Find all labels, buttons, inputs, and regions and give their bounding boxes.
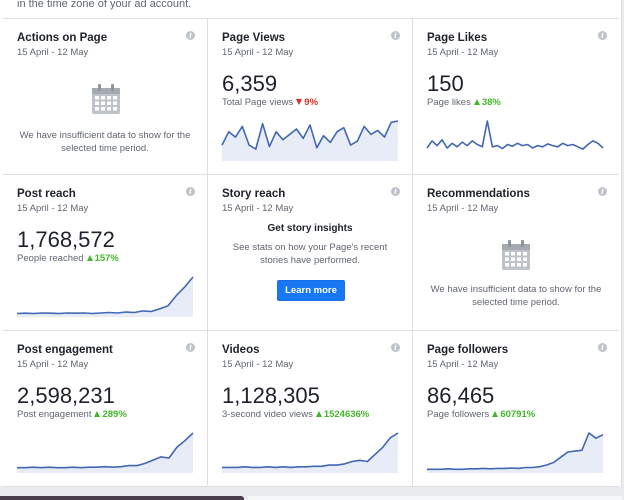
metric-value: 2,598,231	[17, 383, 115, 408]
metric-caption: Page likes 38%	[427, 97, 501, 108]
info-icon[interactable]: i	[391, 187, 400, 196]
card-date-range: 15 April - 12 May	[17, 47, 89, 58]
metric-change: 289%	[102, 409, 127, 420]
info-icon[interactable]: i	[186, 187, 195, 196]
card-post-engagement[interactable]: Post engagement 15 April - 12 May i 2,59…	[3, 331, 208, 487]
metric-value: 1,768,572	[17, 227, 115, 252]
card-title: Story reach	[222, 188, 286, 200]
story-insights-heading: Get story insights	[267, 223, 353, 234]
card-date-range: 15 April - 12 May	[17, 359, 89, 370]
card-page-followers[interactable]: Page followers 15 April - 12 May i 86,46…	[413, 331, 619, 487]
info-icon[interactable]: i	[598, 343, 607, 352]
metric-label: Post engagement	[17, 409, 92, 420]
insights-grid: Actions on Page 15 April - 12 May i We h…	[3, 18, 619, 487]
info-icon[interactable]: i	[391, 343, 400, 352]
timezone-note: in the time zone of your ad account.	[17, 0, 192, 10]
card-date-range: 15 April - 12 May	[427, 359, 499, 370]
sparkline-area	[17, 433, 193, 473]
sparkline-line	[222, 432, 399, 469]
info-icon[interactable]: i	[598, 31, 607, 40]
sparkline-line	[16, 276, 194, 315]
card-date-range: 15 April - 12 May	[222, 47, 294, 58]
sparkline-line	[17, 432, 194, 469]
card-story-reach[interactable]: Story reach 15 April - 12 May i Get stor…	[208, 175, 413, 331]
metric-label: Page likes	[427, 97, 471, 108]
metric-label: Total Page views	[222, 97, 294, 108]
card-page-views[interactable]: Page Views 15 April - 12 May i 6,359 Tot…	[208, 19, 413, 175]
metric-caption: Page followers 60791%	[427, 409, 535, 420]
card-videos[interactable]: Videos 15 April - 12 May i 1,128,305 3-s…	[208, 331, 413, 487]
info-icon[interactable]: i	[186, 343, 195, 352]
card-page-likes[interactable]: Page Likes 15 April - 12 May i 150 Page …	[413, 19, 619, 175]
metric-value: 86,465	[427, 383, 495, 408]
metric-value: 1,128,305	[222, 383, 320, 408]
sparkline-chart	[426, 120, 604, 150]
card-title: Post engagement	[17, 344, 113, 356]
bottom-panel	[248, 496, 622, 500]
metric-change: 9%	[304, 97, 319, 108]
metric-label: People reached	[17, 253, 84, 264]
metric-label: Page followers	[427, 409, 490, 420]
metric-caption: People reached 157%	[17, 253, 119, 264]
calendar-icon	[92, 84, 120, 114]
card-title: Post reach	[17, 188, 76, 200]
sparkline-area	[17, 277, 193, 317]
sparkline-area	[427, 433, 603, 473]
metric-label: 3-second video views	[222, 409, 313, 420]
card-title: Actions on Page	[17, 32, 108, 44]
story-insights-description: See stats on how your Page's recent stor…	[232, 242, 388, 266]
sparkline-line	[426, 120, 604, 150]
metric-caption: 3-second video views 1524636%	[222, 409, 369, 420]
sparkline-chart	[16, 276, 194, 317]
insufficient-data-message: We have insufficient data to show for th…	[430, 284, 602, 308]
up-arrow-icon	[315, 411, 322, 417]
up-arrow-icon	[86, 255, 93, 261]
insights-panel: in the time zone of your ad account. Act…	[0, 0, 622, 487]
card-post-reach[interactable]: Post reach 15 April - 12 May i 1,768,572…	[3, 175, 208, 331]
metric-change: 1524636%	[323, 409, 370, 420]
card-date-range: 15 April - 12 May	[427, 203, 499, 214]
metric-caption: Post engagement 289%	[17, 409, 127, 420]
sparkline-chart	[222, 432, 399, 473]
card-title: Page Likes	[427, 32, 488, 44]
calendar-icon	[502, 240, 530, 270]
sparkline-line	[221, 120, 399, 150]
sparkline-chart	[17, 432, 194, 473]
card-date-range: 15 April - 12 May	[17, 203, 89, 214]
info-icon[interactable]: i	[186, 31, 195, 40]
sparkline-chart	[427, 432, 604, 473]
up-arrow-icon	[473, 99, 480, 105]
sparkline-line	[427, 432, 604, 471]
metric-value: 6,359	[222, 71, 278, 96]
card-date-range: 15 April - 12 May	[427, 47, 499, 58]
metric-change: 157%	[94, 253, 119, 264]
card-actions-on-page[interactable]: Actions on Page 15 April - 12 May i We h…	[3, 19, 208, 175]
taskbar	[0, 496, 244, 500]
card-title: Recommendations	[427, 188, 530, 200]
card-date-range: 15 April - 12 May	[222, 359, 294, 370]
info-icon[interactable]: i	[598, 187, 607, 196]
sparkline-chart	[221, 120, 399, 161]
down-arrow-icon	[296, 99, 303, 105]
card-title: Page Views	[222, 32, 286, 44]
sparkline-area	[222, 433, 398, 473]
insufficient-data-message: We have insufficient data to show for th…	[19, 130, 191, 154]
sparkline-area	[222, 121, 398, 161]
learn-more-button[interactable]: Learn more	[277, 280, 345, 301]
up-arrow-icon	[94, 411, 101, 417]
metric-caption: Total Page views 9%	[222, 97, 318, 108]
metric-change: 38%	[481, 97, 501, 108]
card-recommendations[interactable]: Recommendations 15 April - 12 May i We h…	[413, 175, 619, 331]
info-icon[interactable]: i	[391, 31, 400, 40]
up-arrow-icon	[492, 411, 499, 417]
card-date-range: 15 April - 12 May	[222, 203, 294, 214]
card-title: Videos	[222, 344, 260, 356]
metric-change: 60791%	[500, 409, 536, 420]
metric-value: 150	[427, 71, 464, 96]
card-title: Page followers	[427, 344, 509, 356]
